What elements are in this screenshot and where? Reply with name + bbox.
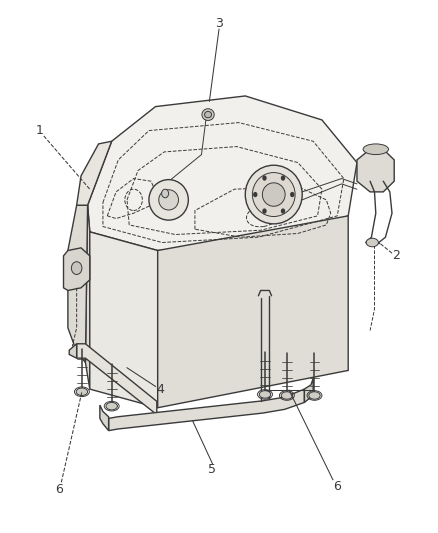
Polygon shape [77, 141, 112, 205]
Polygon shape [69, 344, 77, 358]
Polygon shape [100, 405, 109, 431]
Circle shape [281, 208, 285, 214]
Polygon shape [158, 216, 348, 408]
Polygon shape [77, 344, 157, 415]
Circle shape [262, 208, 267, 214]
Ellipse shape [259, 391, 271, 398]
Ellipse shape [252, 173, 295, 216]
Polygon shape [85, 205, 90, 389]
Ellipse shape [205, 111, 212, 118]
Polygon shape [109, 389, 304, 431]
Circle shape [262, 175, 267, 181]
Text: 4: 4 [156, 383, 164, 395]
Ellipse shape [202, 109, 214, 120]
Ellipse shape [262, 183, 285, 206]
Text: 2: 2 [392, 249, 400, 262]
Ellipse shape [309, 392, 320, 399]
Text: 3: 3 [215, 18, 223, 30]
Polygon shape [357, 149, 394, 192]
Ellipse shape [363, 144, 389, 155]
Ellipse shape [366, 238, 378, 247]
Polygon shape [68, 205, 88, 362]
Polygon shape [90, 232, 158, 408]
Ellipse shape [159, 190, 178, 210]
Circle shape [71, 262, 82, 274]
Text: 6: 6 [333, 480, 341, 492]
Circle shape [162, 189, 169, 198]
Circle shape [290, 192, 294, 197]
Ellipse shape [281, 392, 293, 399]
Polygon shape [304, 378, 313, 402]
Circle shape [281, 175, 285, 181]
Ellipse shape [76, 388, 88, 395]
Circle shape [253, 192, 258, 197]
Ellipse shape [149, 180, 188, 220]
Text: 5: 5 [208, 463, 216, 475]
Text: 6: 6 [55, 483, 63, 496]
Ellipse shape [106, 402, 117, 410]
Ellipse shape [245, 165, 302, 224]
Text: 1: 1 [35, 124, 43, 137]
Polygon shape [64, 248, 90, 290]
Polygon shape [88, 96, 357, 251]
